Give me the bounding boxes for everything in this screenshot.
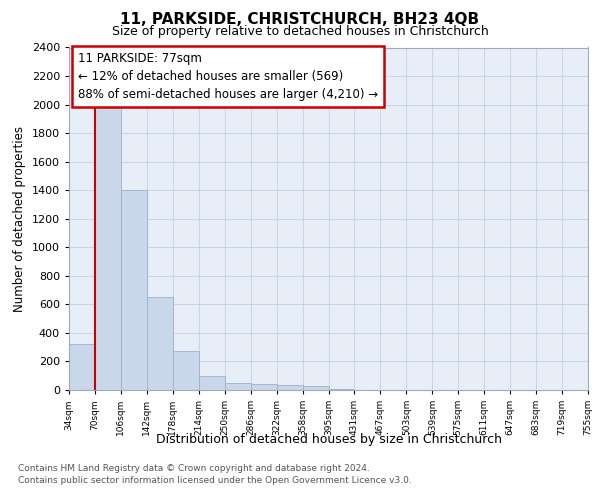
- Bar: [199, 376, 224, 390]
- Bar: [147, 297, 173, 390]
- Text: Contains HM Land Registry data © Crown copyright and database right 2024.: Contains HM Land Registry data © Crown c…: [18, 464, 370, 473]
- Bar: [251, 384, 277, 390]
- Text: 11, PARKSIDE, CHRISTCHURCH, BH23 4QB: 11, PARKSIDE, CHRISTCHURCH, BH23 4QB: [121, 12, 479, 27]
- Text: Size of property relative to detached houses in Christchurch: Size of property relative to detached ho…: [112, 25, 488, 38]
- Y-axis label: Number of detached properties: Number of detached properties: [13, 126, 26, 312]
- Bar: [277, 385, 302, 390]
- Text: 11 PARKSIDE: 77sqm
← 12% of detached houses are smaller (569)
88% of semi-detach: 11 PARKSIDE: 77sqm ← 12% of detached hou…: [78, 52, 378, 101]
- Bar: [69, 344, 95, 390]
- Text: Distribution of detached houses by size in Christchurch: Distribution of detached houses by size …: [156, 432, 502, 446]
- Bar: [95, 108, 121, 390]
- Text: Contains public sector information licensed under the Open Government Licence v3: Contains public sector information licen…: [18, 476, 412, 485]
- Bar: [225, 383, 251, 390]
- Bar: [173, 352, 199, 390]
- Bar: [302, 386, 329, 390]
- Bar: [121, 190, 147, 390]
